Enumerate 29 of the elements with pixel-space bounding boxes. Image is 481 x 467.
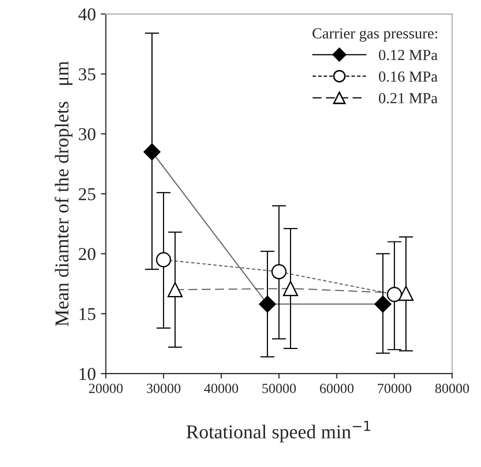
x-tick-label: 30000 xyxy=(146,384,180,394)
x-tick-label: 40000 xyxy=(204,384,238,394)
point xyxy=(156,252,172,268)
x-axis-title: Rotational speed min$^{−1}$ xyxy=(186,420,370,442)
legend-title: Carrier gas pressure: xyxy=(312,28,438,42)
legend-label: 0.16 MPa xyxy=(378,71,438,82)
y-tick-label: 30 xyxy=(78,128,96,140)
point xyxy=(386,286,402,302)
point xyxy=(271,264,287,280)
legend-label: 0.12 MPa xyxy=(378,50,438,60)
x-tick-label: 80000 xyxy=(435,384,469,394)
y-tick-label: 35 xyxy=(78,68,96,80)
point xyxy=(144,143,160,160)
legend-label: 0.21 MPa xyxy=(378,93,438,104)
point xyxy=(398,286,414,301)
x-tick-label: 70000 xyxy=(378,384,412,394)
x-tick-label: 50000 xyxy=(262,384,296,394)
y-tick-label: 25 xyxy=(78,188,96,200)
y-tick-label: 15 xyxy=(80,308,96,320)
x-tick-label: 60000 xyxy=(320,384,354,394)
y-tick-label: 10 xyxy=(80,368,96,380)
x-tick-label: 20000 xyxy=(89,384,123,394)
y-tick-label: 20 xyxy=(78,248,96,260)
y-tick-label: 40 xyxy=(78,8,96,20)
y-axis-title: Mean diamter of the droplets μm xyxy=(54,61,72,326)
point xyxy=(282,280,298,296)
point xyxy=(168,282,183,298)
point xyxy=(374,296,392,313)
point xyxy=(258,296,276,313)
